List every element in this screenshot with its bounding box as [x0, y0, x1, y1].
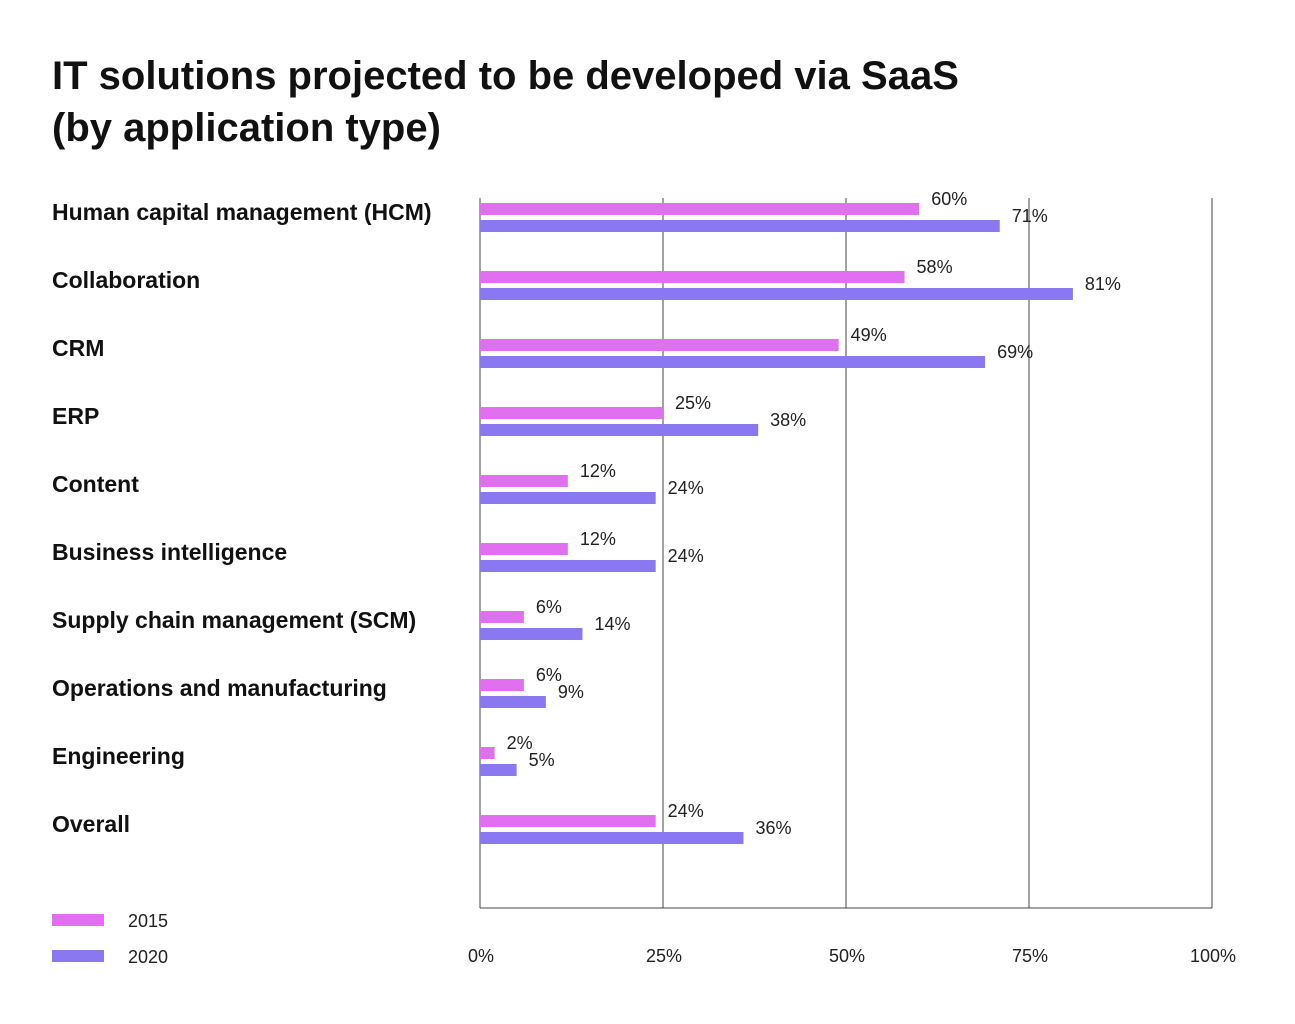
x-tick-label-25: 25%: [646, 946, 682, 966]
category-label: Overall: [52, 811, 130, 837]
data-label-2015: 49%: [851, 325, 887, 345]
bar-2015: [480, 203, 920, 215]
legend-swatch-2015: [52, 914, 104, 926]
data-label-2015: 58%: [917, 257, 953, 277]
bar-2015: [480, 815, 656, 827]
bar-2020: [480, 220, 1000, 232]
category-label: Supply chain management (SCM): [52, 607, 416, 633]
bar-2020: [480, 764, 517, 776]
chart-title-line-1: IT solutions projected to be developed v…: [52, 54, 959, 98]
data-label-2015: 2%: [507, 733, 533, 753]
data-label-2015: 12%: [580, 461, 616, 481]
bar-2020: [480, 696, 546, 708]
category-label: Content: [52, 471, 139, 497]
x-tick-label-50: 50%: [829, 946, 865, 966]
data-label-2020: 71%: [1012, 206, 1048, 226]
legend-label-2020: 2020: [128, 947, 168, 967]
data-label-2020: 38%: [770, 410, 806, 430]
bar-2020: [480, 288, 1073, 300]
data-label-2015: 12%: [580, 529, 616, 549]
bar-2020: [480, 424, 759, 436]
category-label: ERP: [52, 403, 99, 429]
bars: [480, 203, 1073, 844]
data-label-2020: 14%: [594, 614, 630, 634]
bar-2020: [480, 560, 656, 572]
category-label: Collaboration: [52, 267, 200, 293]
data-label-2020: 24%: [668, 478, 704, 498]
bar-2015: [480, 747, 495, 759]
data-label-2015: 6%: [536, 665, 562, 685]
data-label-2020: 36%: [756, 818, 792, 838]
data-label-2015: 24%: [668, 801, 704, 821]
category-label: Business intelligence: [52, 539, 287, 565]
legend-swatch-2020: [52, 950, 104, 962]
category-label: CRM: [52, 335, 104, 361]
bar-2020: [480, 628, 583, 640]
bar-2020: [480, 356, 986, 368]
chart-title: IT solutions projected to be developed v…: [52, 50, 1202, 154]
data-label-2020: 9%: [558, 682, 584, 702]
data-label-2015: 60%: [931, 189, 967, 209]
bar-2015: [480, 407, 663, 419]
data-label-2015: 6%: [536, 597, 562, 617]
category-label: Engineering: [52, 743, 185, 769]
x-tick-label-0: 0%: [468, 946, 494, 966]
bar-2015: [480, 543, 568, 555]
bar-2015: [480, 475, 568, 487]
category-label: Operations and manufacturing: [52, 675, 387, 701]
data-label-2020: 24%: [668, 546, 704, 566]
legend-label-2015: 2015: [128, 911, 168, 931]
bar-2015: [480, 339, 839, 351]
bar-2020: [480, 832, 744, 844]
category-label: Human capital management (HCM): [52, 199, 432, 225]
labels: 0% 25% 50% 75% 100% Human capital management …: [52, 189, 1236, 966]
bar-2015: [480, 271, 905, 283]
x-tick-label-75: 75%: [1012, 946, 1048, 966]
bar-2015: [480, 679, 524, 691]
x-tick-label-100: 100%: [1190, 946, 1236, 966]
data-label-2020: 81%: [1085, 274, 1121, 294]
bar-2015: [480, 611, 524, 623]
legend: 2015 2020: [52, 911, 168, 967]
bar-2020: [480, 492, 656, 504]
data-label-2020: 5%: [529, 750, 555, 770]
data-label-2020: 69%: [997, 342, 1033, 362]
gridlines: [479, 198, 1213, 909]
chart-title-line-2: (by application type): [52, 106, 441, 150]
data-label-2015: 25%: [675, 393, 711, 413]
